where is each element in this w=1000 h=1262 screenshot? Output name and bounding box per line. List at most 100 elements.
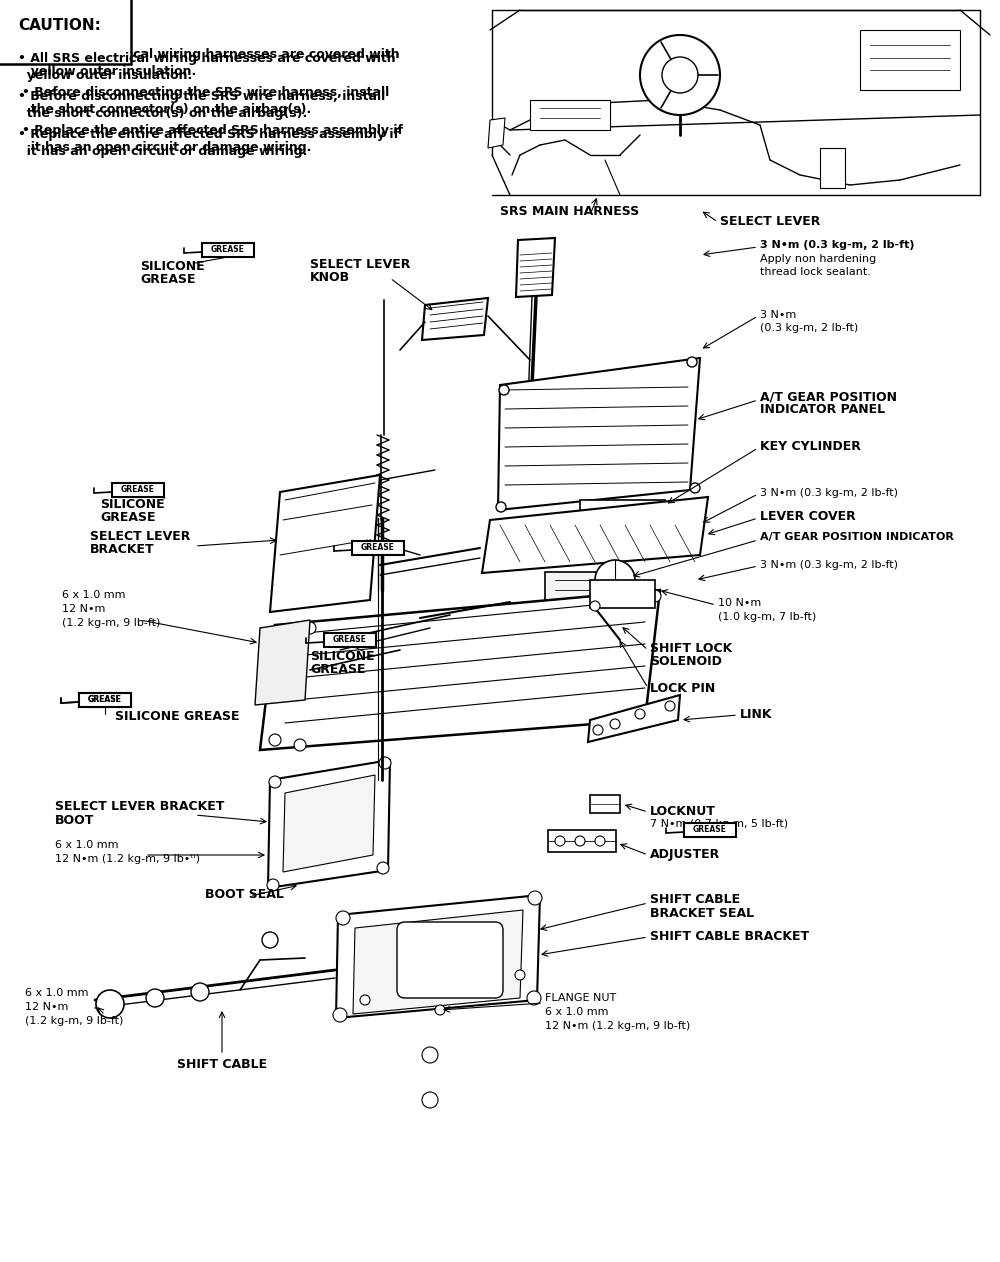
Text: SELECT LEVER: SELECT LEVER <box>310 257 410 271</box>
Circle shape <box>435 1005 445 1015</box>
Circle shape <box>379 757 391 769</box>
Circle shape <box>360 994 370 1005</box>
Circle shape <box>634 709 646 721</box>
Bar <box>590 795 620 813</box>
Circle shape <box>635 709 645 719</box>
Text: SILICONE: SILICONE <box>310 650 375 663</box>
Text: 3 N•m (0.3 kg-m, 2 lb-ft): 3 N•m (0.3 kg-m, 2 lb-ft) <box>760 560 898 570</box>
Text: LOCK PIN: LOCK PIN <box>650 681 715 695</box>
Circle shape <box>687 357 697 367</box>
Circle shape <box>267 880 279 891</box>
Text: GREASE: GREASE <box>100 511 156 524</box>
Text: GREASE: GREASE <box>693 825 727 834</box>
Circle shape <box>499 385 509 395</box>
FancyBboxPatch shape <box>324 634 376 647</box>
Polygon shape <box>270 475 380 612</box>
Text: 3 N•m (0.3 kg-m, 2 lb-ft): 3 N•m (0.3 kg-m, 2 lb-ft) <box>760 240 914 250</box>
Polygon shape <box>482 497 708 573</box>
Text: (0.3 kg-m, 2 lb-ft): (0.3 kg-m, 2 lb-ft) <box>760 323 858 333</box>
Bar <box>590 581 655 608</box>
Text: GREASE: GREASE <box>88 695 122 704</box>
Circle shape <box>262 933 278 948</box>
Circle shape <box>665 700 675 711</box>
Text: • All SRS electrical wiring harnesses are covered with
  yellow outer insulation: • All SRS electrical wiring harnesses ar… <box>22 48 400 78</box>
Text: SILICONE: SILICONE <box>140 260 205 273</box>
Text: 12 N•m (1.2 kg-m, 9 lb•ᵗᴵ): 12 N•m (1.2 kg-m, 9 lb•ᵗᴵ) <box>55 854 200 864</box>
Circle shape <box>422 1092 438 1108</box>
Text: 6 x 1.0 mm: 6 x 1.0 mm <box>55 840 119 851</box>
Text: SELECT LEVER: SELECT LEVER <box>720 215 820 228</box>
Text: 3 N•m (0.3 kg-m, 2 lb-ft): 3 N•m (0.3 kg-m, 2 lb-ft) <box>760 488 898 498</box>
Text: SELECT LEVER BRACKET: SELECT LEVER BRACKET <box>55 800 224 813</box>
Text: LEVER COVER: LEVER COVER <box>760 510 856 522</box>
Circle shape <box>527 991 541 1005</box>
Circle shape <box>528 891 542 905</box>
Text: 10 N•m: 10 N•m <box>718 598 761 608</box>
Text: INDICATOR PANEL: INDICATOR PANEL <box>760 403 885 416</box>
FancyBboxPatch shape <box>79 693 131 707</box>
FancyBboxPatch shape <box>684 823 736 837</box>
Circle shape <box>336 911 350 925</box>
Polygon shape <box>255 620 310 705</box>
Text: GREASE: GREASE <box>361 544 395 553</box>
Circle shape <box>624 594 636 606</box>
Text: SILICONE: SILICONE <box>100 498 165 511</box>
Text: 7 N•m (0.7 kg-m, 5 lb-ft): 7 N•m (0.7 kg-m, 5 lb-ft) <box>650 819 788 829</box>
Text: BRACKET SEAL: BRACKET SEAL <box>650 907 754 920</box>
Text: 12 N•m: 12 N•m <box>25 1002 68 1012</box>
Circle shape <box>595 560 635 599</box>
Circle shape <box>496 502 506 512</box>
Polygon shape <box>498 358 700 510</box>
Bar <box>530 100 610 130</box>
Circle shape <box>610 719 620 729</box>
Text: BOOT SEAL: BOOT SEAL <box>205 888 284 901</box>
Text: CAUTION:: CAUTION: <box>18 18 101 33</box>
Polygon shape <box>516 239 555 297</box>
Text: LOCKNUT: LOCKNUT <box>650 805 716 818</box>
Text: SHIFT LOCK: SHIFT LOCK <box>650 642 732 655</box>
Circle shape <box>333 1008 347 1022</box>
Bar <box>820 148 845 188</box>
Text: A/T GEAR POSITION: A/T GEAR POSITION <box>760 390 897 403</box>
Circle shape <box>191 983 209 1001</box>
Circle shape <box>304 622 316 634</box>
Bar <box>548 830 616 852</box>
Text: SOLENOID: SOLENOID <box>650 655 722 668</box>
Text: GREASE: GREASE <box>211 246 245 255</box>
Circle shape <box>595 835 605 846</box>
Text: LINK: LINK <box>740 708 772 721</box>
Text: (1.0 kg-m, 7 lb-ft): (1.0 kg-m, 7 lb-ft) <box>718 612 816 622</box>
Polygon shape <box>283 775 375 872</box>
Circle shape <box>294 740 306 751</box>
Polygon shape <box>268 760 390 888</box>
FancyBboxPatch shape <box>79 693 131 707</box>
Circle shape <box>593 724 603 734</box>
Text: 6 x 1.0 mm: 6 x 1.0 mm <box>545 1007 608 1017</box>
Circle shape <box>649 591 661 602</box>
Circle shape <box>555 835 565 846</box>
Text: (1.2 kg-m, 9 lb-ft): (1.2 kg-m, 9 lb-ft) <box>62 618 160 628</box>
FancyBboxPatch shape <box>352 541 404 555</box>
Text: GREASE: GREASE <box>310 663 366 676</box>
FancyBboxPatch shape <box>202 244 254 257</box>
Text: GREASE: GREASE <box>140 273 196 286</box>
Circle shape <box>279 626 291 639</box>
Bar <box>860 30 960 90</box>
Text: SHIFT CABLE: SHIFT CABLE <box>650 893 740 906</box>
Text: SHIFT CABLE BRACKET: SHIFT CABLE BRACKET <box>650 930 809 943</box>
Text: SRS MAIN HARNESS: SRS MAIN HARNESS <box>500 204 639 218</box>
Text: CAUTION:: CAUTION: <box>18 18 101 33</box>
Circle shape <box>377 862 389 875</box>
Text: • Replace the entire affected SRS harness assembly if
  it has an open circuit o: • Replace the entire affected SRS harnes… <box>18 127 399 158</box>
Circle shape <box>662 57 698 93</box>
Circle shape <box>146 989 164 1007</box>
Text: • All SRS electrical wiring harnesses are covered with
  yellow outer insulation: • All SRS electrical wiring harnesses ar… <box>18 52 396 82</box>
Circle shape <box>269 776 281 787</box>
Text: • Before disconnecting the SRS wire harness, install
  the short connector(s) on: • Before disconnecting the SRS wire harn… <box>22 86 389 116</box>
Circle shape <box>422 1047 438 1063</box>
Polygon shape <box>422 298 488 339</box>
Text: SHIFT CABLE: SHIFT CABLE <box>177 1058 267 1071</box>
Polygon shape <box>588 695 680 742</box>
Polygon shape <box>488 119 505 148</box>
Text: GREASE: GREASE <box>88 695 122 704</box>
